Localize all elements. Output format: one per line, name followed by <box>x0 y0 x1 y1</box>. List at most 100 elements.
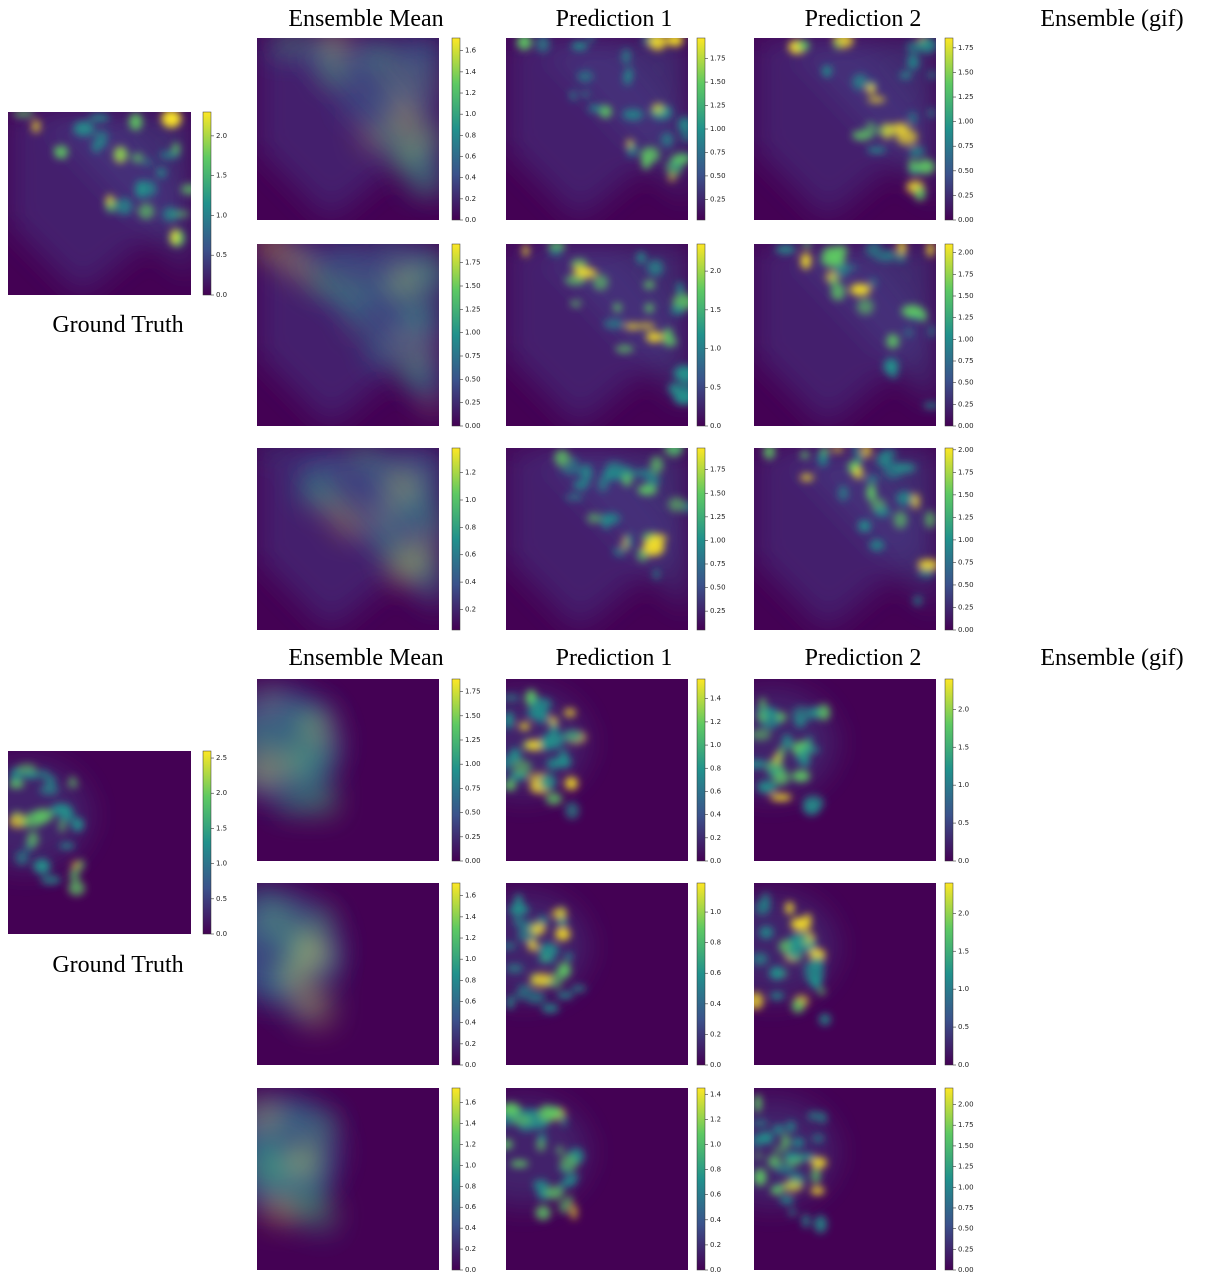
blob <box>762 707 778 718</box>
colorbar <box>944 243 954 427</box>
heatmap-wash <box>754 38 936 220</box>
blob <box>554 927 571 941</box>
heatmap-blobs <box>788 38 936 201</box>
colorbar-tick-label: 0.00 <box>958 422 974 430</box>
colorbar-tick-label: 0.6 <box>710 787 722 795</box>
wash <box>754 688 836 798</box>
blob <box>425 158 434 173</box>
blob <box>917 38 936 54</box>
blob <box>319 761 330 771</box>
colorbar-tick-label: 0.8 <box>465 523 476 531</box>
blob <box>597 476 609 492</box>
blob <box>171 229 178 245</box>
blob <box>636 322 656 330</box>
blob <box>39 859 47 875</box>
blob <box>33 808 53 823</box>
blob <box>73 121 95 137</box>
blob <box>257 1105 272 1121</box>
blob <box>679 367 688 383</box>
blob <box>537 942 559 958</box>
colorbar <box>944 1087 954 1271</box>
blob <box>381 472 403 481</box>
colorbar <box>451 37 461 221</box>
blob <box>429 87 437 95</box>
colorbar-tick-label: 1.4 <box>710 695 722 703</box>
colorbar-tick-label: 2.0 <box>710 267 721 275</box>
blob <box>882 123 893 140</box>
blob <box>261 244 281 254</box>
blob <box>660 132 674 147</box>
column-title: Prediction 1 <box>556 645 673 671</box>
colorbar-tick-label: 1.00 <box>958 118 974 126</box>
blob <box>868 277 878 288</box>
colorbar-tick-label: 0.0 <box>710 1061 721 1069</box>
colorbar-tick-label: 0.50 <box>465 809 481 817</box>
colorbar-tick-label: 0.6 <box>465 551 477 559</box>
colorbar-tick-label: 0.75 <box>958 142 974 150</box>
blob <box>670 305 685 315</box>
blob <box>407 333 423 348</box>
wash <box>506 244 688 426</box>
colorbar-tick-label: 1.4 <box>465 1120 477 1128</box>
blob <box>396 477 410 492</box>
blob <box>625 532 633 550</box>
heatmap-blobs <box>522 244 688 405</box>
colorbar-tick-label: 1.5 <box>216 824 227 832</box>
blob <box>800 474 814 482</box>
blob <box>171 142 181 155</box>
blob <box>560 1114 568 1128</box>
colorbar-tick-label: 1.25 <box>958 1163 974 1171</box>
blob <box>270 992 290 1002</box>
blob <box>676 281 684 296</box>
colorbar-tick-label: 0.25 <box>465 833 481 841</box>
blob <box>155 167 167 179</box>
blob <box>759 697 766 711</box>
blob <box>810 1186 825 1195</box>
blob <box>382 124 400 139</box>
blob <box>554 449 570 467</box>
blob <box>339 516 355 533</box>
colorbar-tick-label: 1.2 <box>465 89 476 97</box>
blob <box>54 151 68 159</box>
colorbar-tick-label: 0.0 <box>465 216 476 224</box>
blob <box>791 770 811 782</box>
heatmap-blobs <box>506 1102 585 1221</box>
blob <box>379 244 398 251</box>
blob <box>536 915 549 926</box>
blob <box>310 1195 319 1207</box>
blob <box>801 244 812 248</box>
column-title: Ensemble (gif) <box>1040 645 1183 671</box>
blob <box>397 107 417 123</box>
colorbar <box>944 882 954 1066</box>
blob <box>917 559 936 570</box>
blob <box>626 138 634 148</box>
blob <box>115 197 133 216</box>
colorbar-tick-label: 2.00 <box>958 249 974 257</box>
blob <box>804 913 812 923</box>
colorbar-tick-label: 0.25 <box>958 603 974 611</box>
colorbar-tick-label: 0.25 <box>958 1245 974 1253</box>
colorbar-tick-label: 1.2 <box>710 718 721 726</box>
blob <box>680 130 688 143</box>
blob <box>539 734 553 752</box>
blob <box>807 1111 821 1121</box>
colorbar-tick-label: 0.2 <box>465 1040 476 1048</box>
heatmap <box>506 38 688 220</box>
blob <box>924 510 936 529</box>
blob <box>383 537 397 554</box>
blob <box>508 904 530 915</box>
heatmap <box>506 1088 688 1270</box>
colorbar-tick-label: 1.6 <box>465 47 477 55</box>
blob <box>312 912 333 927</box>
blob <box>322 1009 336 1021</box>
blob <box>603 467 619 481</box>
colorbar-tick-label: 2.5 <box>216 754 227 762</box>
blob <box>268 728 289 743</box>
blob <box>291 741 304 749</box>
heatmap-blobs <box>261 244 439 412</box>
heatmap <box>754 1088 936 1270</box>
blob <box>551 908 568 919</box>
blob <box>570 1204 578 1220</box>
blob <box>281 1118 290 1129</box>
blob <box>767 1154 782 1169</box>
